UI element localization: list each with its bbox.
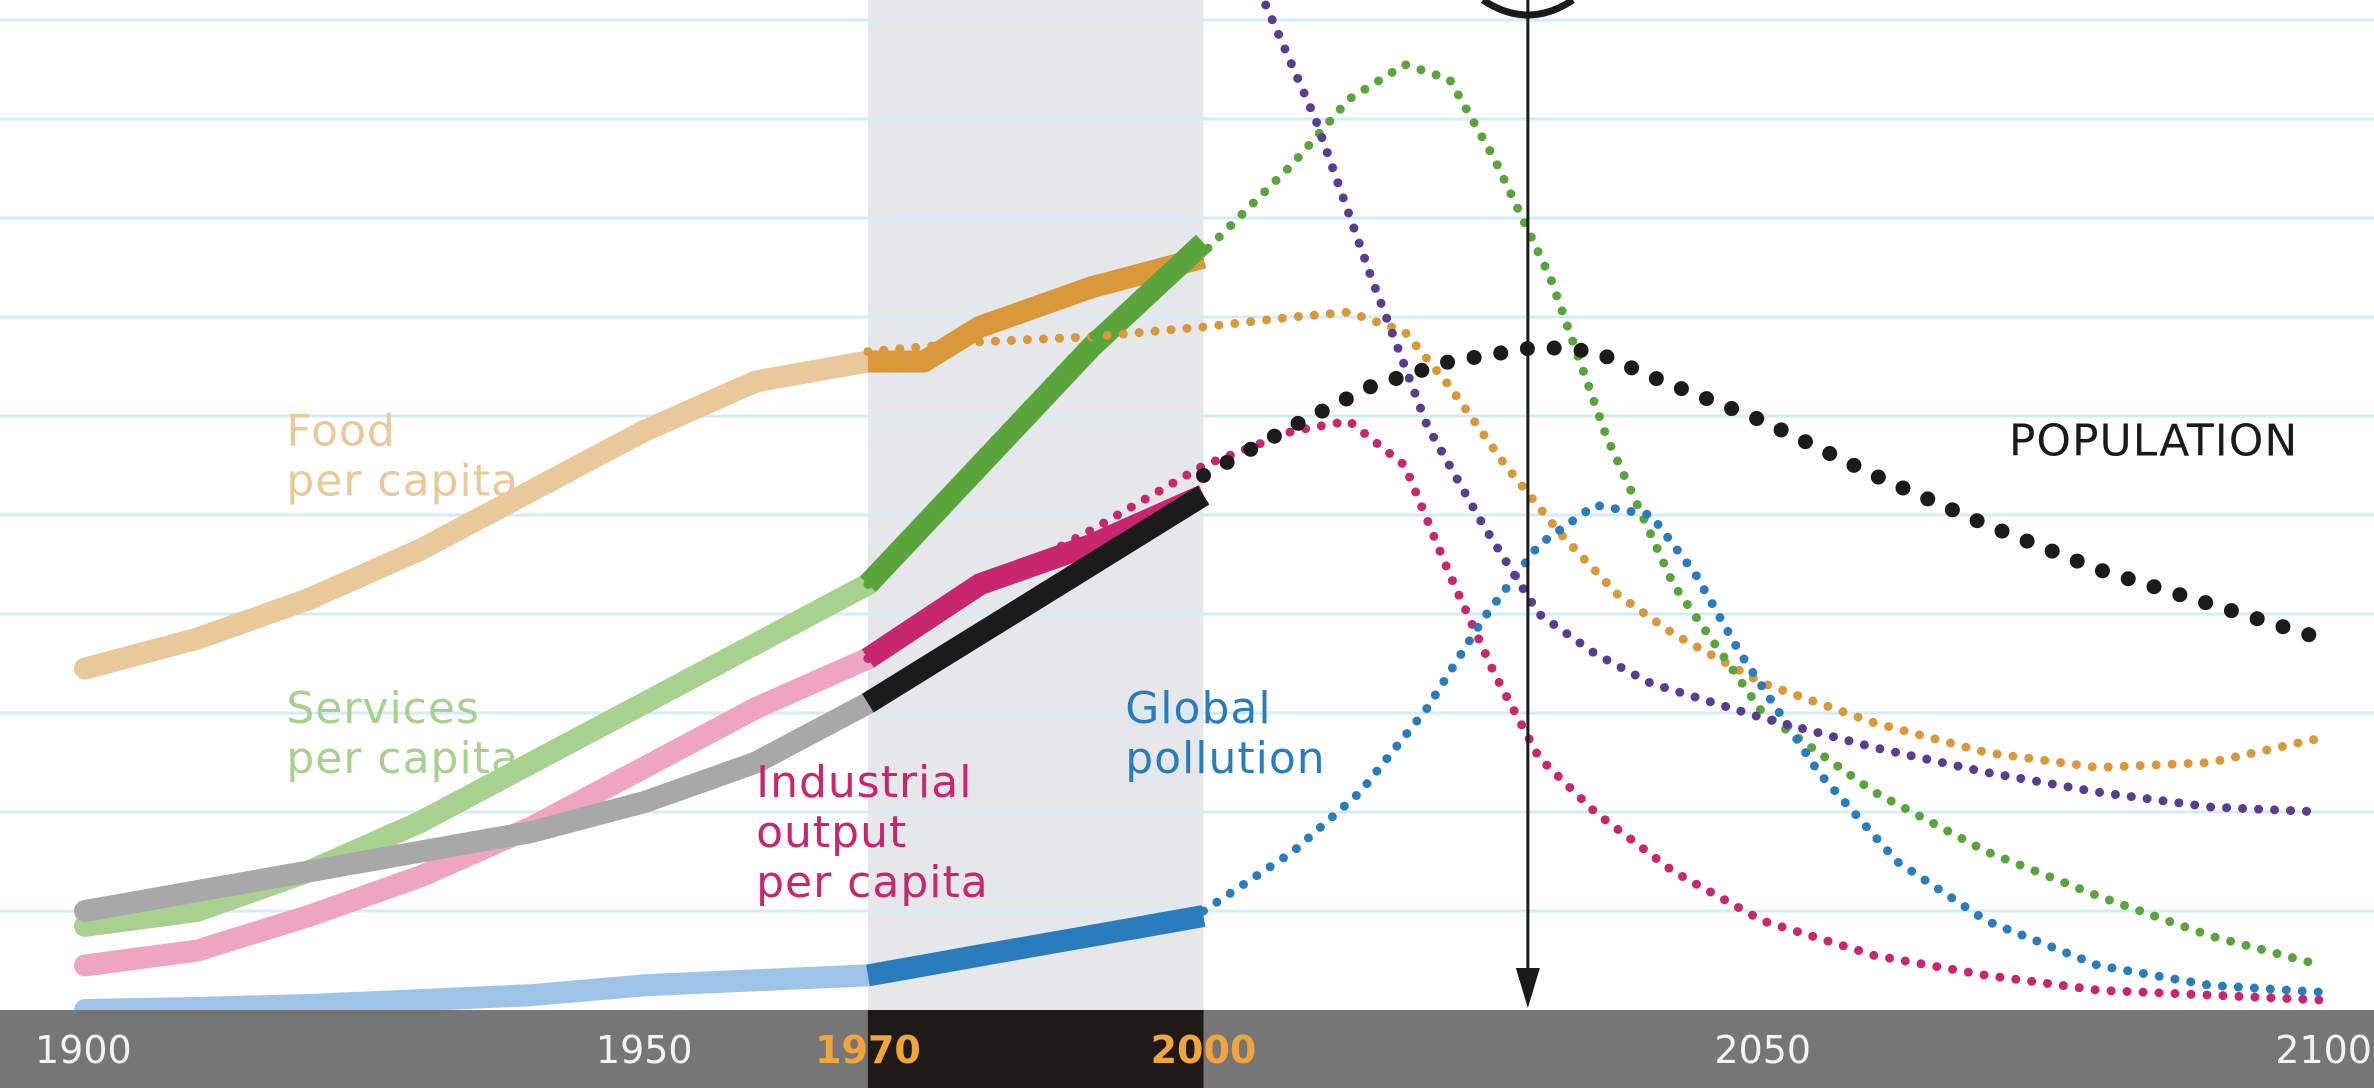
series-line-projection-food xyxy=(863,307,2327,772)
marker-arrow-head xyxy=(1515,968,1540,1008)
x-tick-label: 2000 xyxy=(1151,1028,1257,1072)
projection-lines xyxy=(863,0,2330,1005)
series-line-historical-population xyxy=(74,692,879,922)
series-label-population: POPULATION xyxy=(2009,416,2299,467)
series-label-line: Global xyxy=(1125,683,1271,734)
series-label-services: Services per capita xyxy=(286,683,519,784)
x-tick-label: 2050 xyxy=(1714,1028,1811,1072)
grid-layer xyxy=(0,18,2374,913)
highlight-band-layer xyxy=(867,0,1204,1010)
series-line-historical-food xyxy=(74,350,879,680)
series-line-projection-population xyxy=(1196,339,2330,647)
series-line-projection-industrial xyxy=(863,416,2327,1005)
series-line-projection-services xyxy=(863,60,2327,970)
series-label-industrial: Industrial output per capita xyxy=(756,757,989,908)
series-label-line: POPULATION xyxy=(2009,416,2299,467)
series-line-recent-population xyxy=(862,485,1210,713)
series-label-line: Food xyxy=(286,406,396,457)
highlight-band xyxy=(867,0,1204,1010)
series-label-pollution: Global pollution xyxy=(1125,683,1325,784)
series-label-food: Food per capita xyxy=(286,406,519,507)
series-label-line: per capita xyxy=(286,733,519,784)
x-axis-highlight-bar xyxy=(867,1010,1204,1088)
series-label-line: Services xyxy=(286,683,480,734)
series-line-recent-food xyxy=(867,246,1207,373)
series-line-historical-services xyxy=(74,573,879,937)
series-label-line: output xyxy=(756,807,907,858)
x-axis: 1900 1950 1970 2000 2050 2100 xyxy=(0,1010,2374,1088)
series-label-line: Industrial xyxy=(756,757,972,808)
x-tick-label: 1900 xyxy=(35,1028,132,1072)
series-line-recent-pollution xyxy=(865,905,1206,987)
series-label-line: pollution xyxy=(1125,733,1325,784)
marker-circle-arc xyxy=(1480,0,1575,19)
series-line-projection-resources xyxy=(1258,0,2327,817)
x-tick-label: 1970 xyxy=(815,1028,921,1072)
series-label-line: per capita xyxy=(286,456,519,507)
x-tick-label: 1950 xyxy=(596,1028,693,1072)
historical-lines xyxy=(74,234,1211,1021)
marker-layer xyxy=(1480,0,1575,1008)
x-tick-label: 2100 xyxy=(2275,1028,2372,1072)
series-line-historical-pollution xyxy=(74,964,879,1021)
series-label-line: per capita xyxy=(756,857,989,908)
